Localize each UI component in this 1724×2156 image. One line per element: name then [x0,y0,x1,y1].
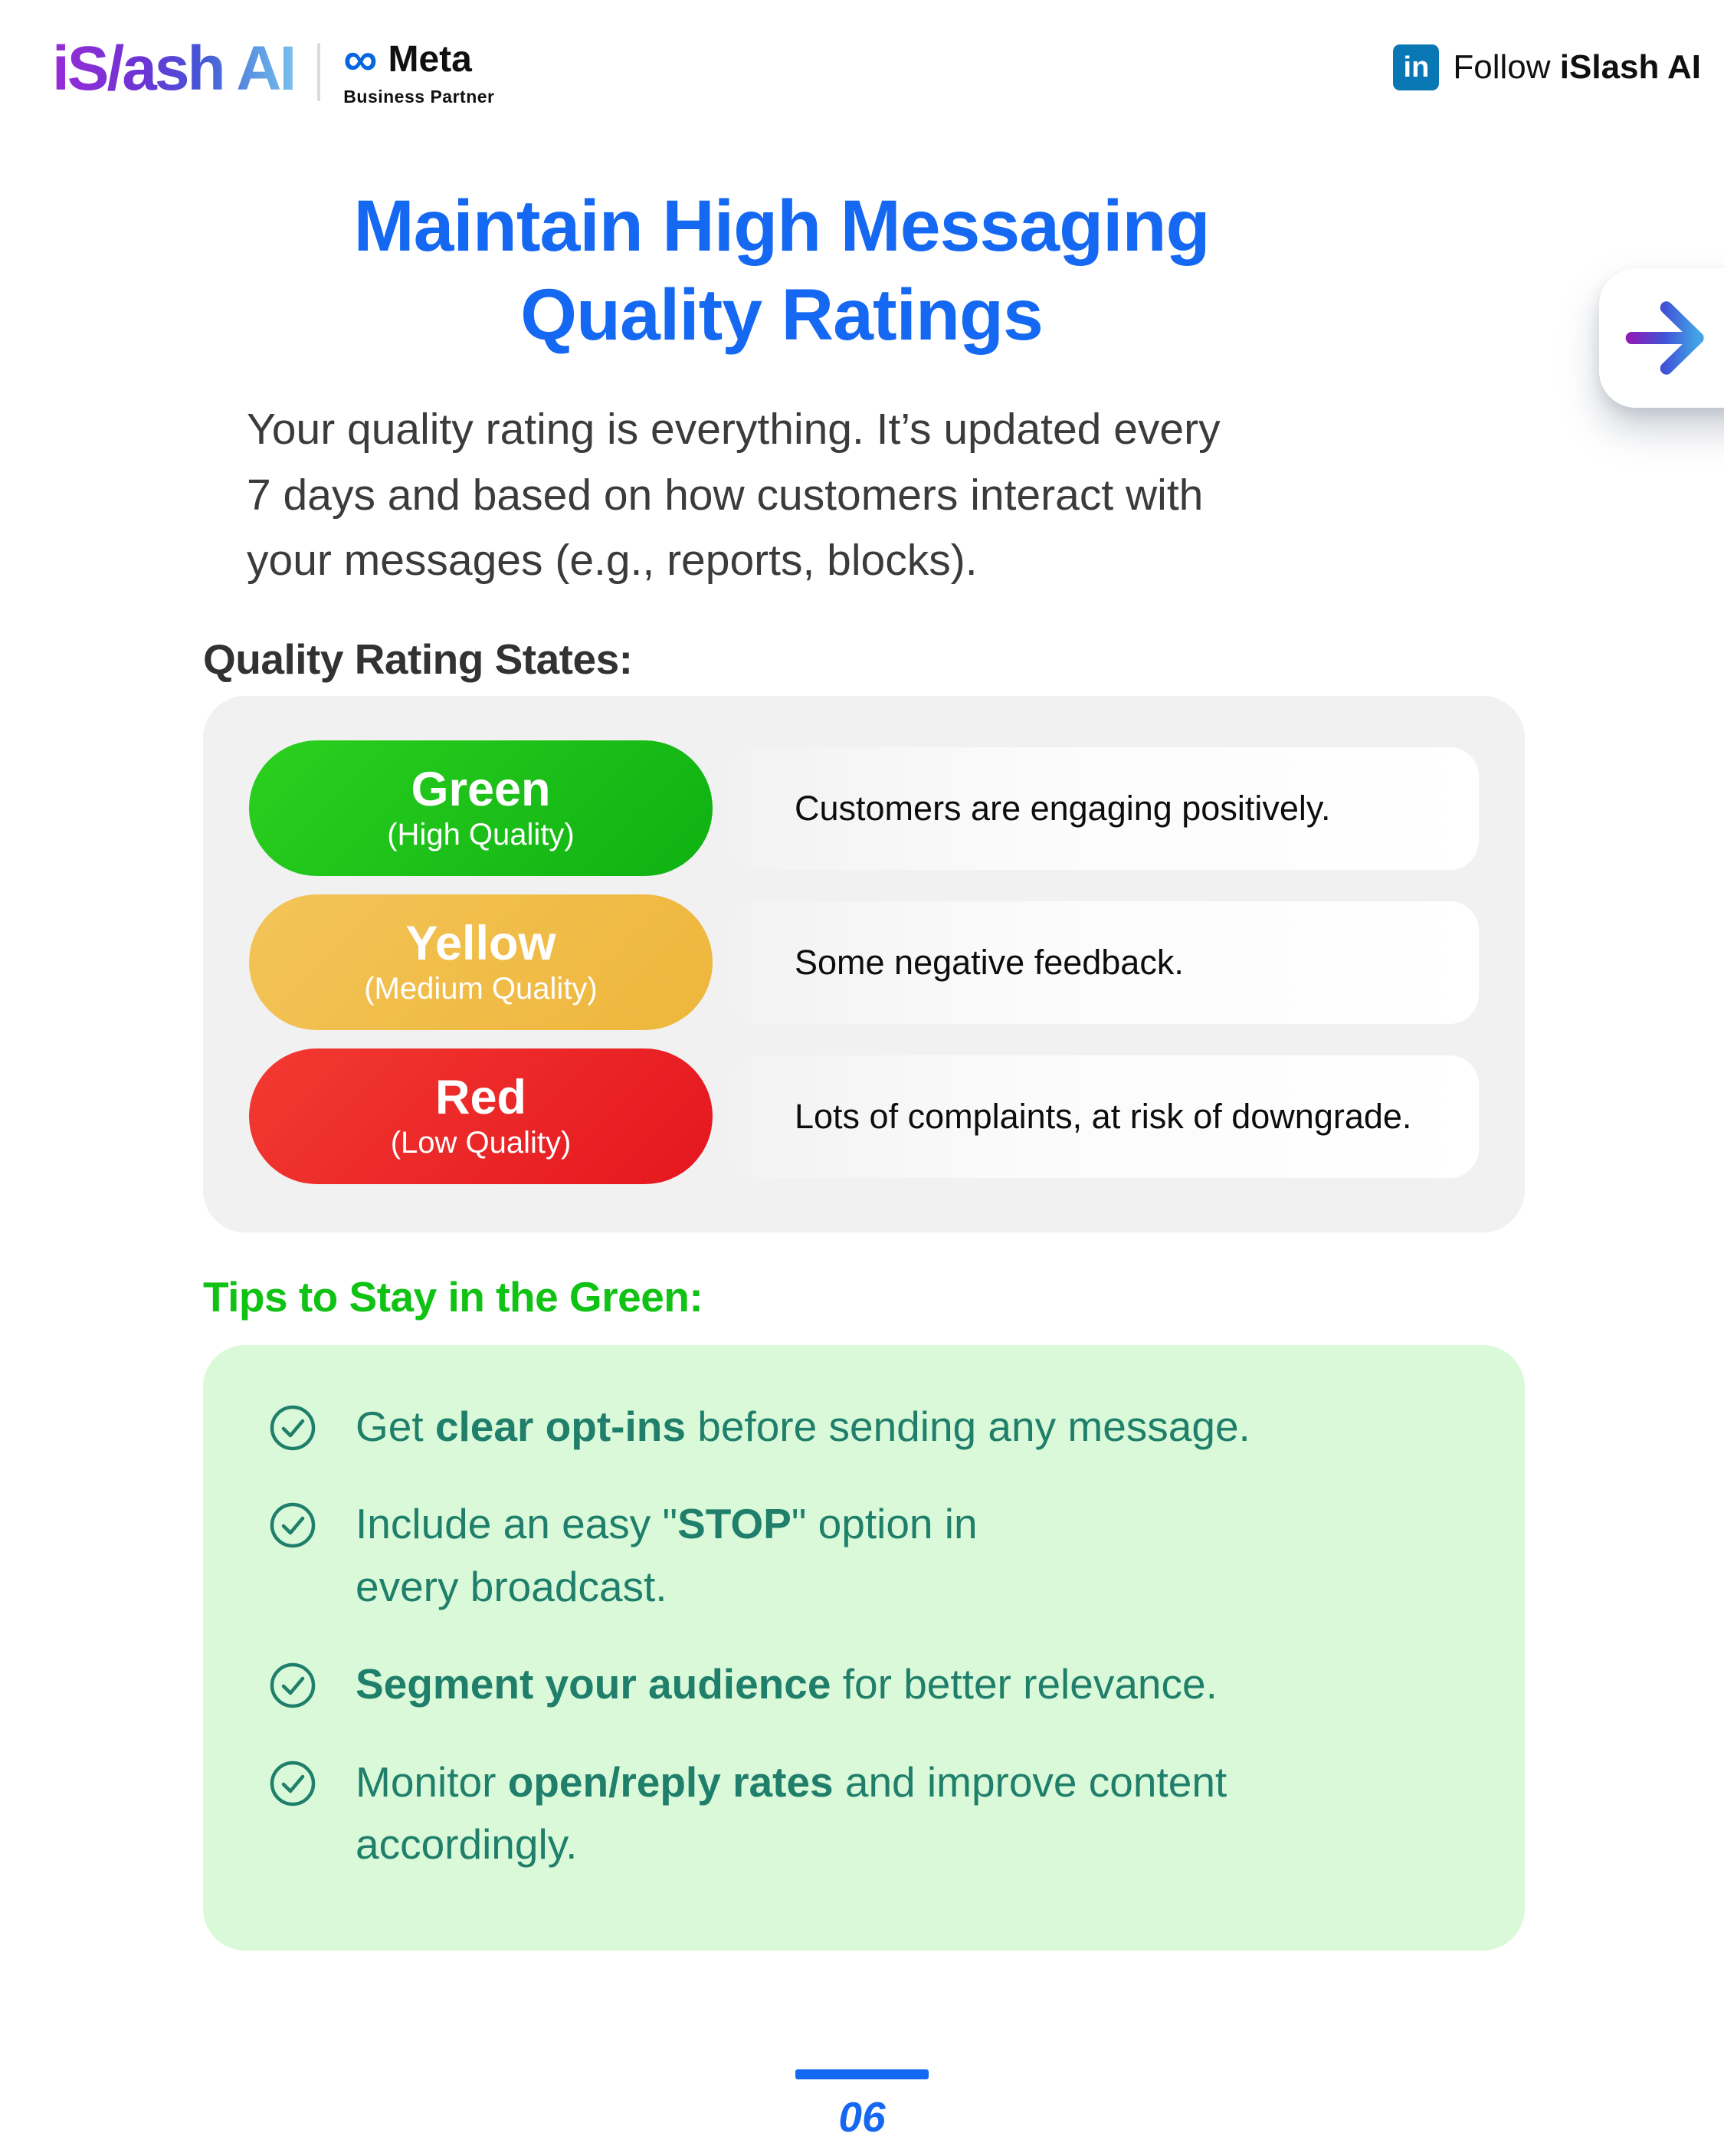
islash-ai-logo: iS/ash AI [52,37,297,107]
check-circle-icon [270,1405,316,1451]
tips-section-heading: Tips to Stay in the Green: [203,1273,703,1321]
intro-paragraph: Your quality rating is everything. It’s … [247,405,1221,585]
check-circle-icon [270,1662,316,1708]
tip-text-post: before sending any message. [685,1403,1250,1450]
tip-item: Include an easy "STOP" option in every b… [268,1493,1479,1618]
pill-label: Green [411,762,551,816]
check-circle-icon [270,1503,316,1548]
tip-text: Monitor open/reply rates and improve con… [356,1751,1227,1876]
state-row-red: Red (Low Quality) Lots of complaints, at… [249,1048,1479,1184]
red-quality-pill: Red (Low Quality) [249,1048,713,1184]
state-description: Some negative feedback. [729,901,1479,1024]
page-title: Maintain High Messaging Quality Ratings [0,182,1563,360]
page-title-line2: Quality Ratings [520,274,1044,356]
follow-name: iSlash AI [1559,48,1701,86]
tip-text: Include an easy "STOP" option in every b… [356,1493,978,1618]
meta-business-partner-label: Business Partner [343,86,495,107]
state-description: Lots of complaints, at risk of downgrade… [729,1055,1479,1178]
tips-panel: Get clear opt-ins before sending any mes… [203,1345,1525,1951]
next-arrow-icon [1625,301,1704,375]
meta-logo-row: ∞ Meta [343,33,494,86]
header: iS/ash AI ∞ Meta Business Partner in Fol… [52,33,1701,107]
state-row-green: Green (High Quality) Customers are engag… [249,740,1479,876]
tip-text-pre: Monitor [356,1757,508,1806]
next-page-button[interactable] [1599,268,1724,408]
tip-text-post: " option in every broadcast. [356,1500,978,1610]
tip-text-bold: Segment your audience [356,1660,831,1708]
footer-divider-line [795,2069,929,2079]
pill-label: Red [434,1070,527,1124]
logo-divider [317,42,321,101]
brand-logo-group: iS/ash AI ∞ Meta Business Partner [52,33,495,107]
check-circle-icon [270,1761,316,1806]
state-row-yellow: Yellow (Medium Quality) Some negative fe… [249,894,1479,1030]
tip-text-pre: Get [356,1403,435,1450]
linkedin-follow-text: Follow iSlash AI [1453,48,1701,87]
states-section-heading: Quality Rating States: [203,635,633,683]
tip-text-pre: Include an easy " [356,1500,678,1548]
tip-text-post: and improve content accordingly. [356,1757,1227,1868]
follow-prefix: Follow [1453,48,1560,86]
pill-sublabel: (Medium Quality) [364,972,598,1006]
tip-item: Segment your audience for better relevan… [268,1653,1479,1715]
page-number: 06 [838,2093,886,2141]
meta-infinity-icon: ∞ [343,33,378,86]
linkedin-follow-cta[interactable]: in Follow iSlash AI [1393,44,1701,90]
tip-text-bold: open/reply rates [507,1757,834,1806]
tip-text-bold: STOP [677,1500,792,1548]
tip-item: Monitor open/reply rates and improve con… [268,1751,1479,1876]
meta-wordmark: Meta [388,39,472,80]
yellow-quality-pill: Yellow (Medium Quality) [249,894,713,1030]
pill-sublabel: (Low Quality) [390,1126,572,1160]
state-description: Customers are engaging positively. [729,747,1479,870]
tip-text: Get clear opt-ins before sending any mes… [356,1396,1250,1458]
tip-item: Get clear opt-ins before sending any mes… [268,1396,1479,1458]
tip-text-post: for better relevance. [831,1660,1218,1708]
pill-label: Yellow [405,916,556,970]
linkedin-icon[interactable]: in [1393,44,1440,90]
page-title-line1: Maintain High Messaging [353,185,1210,267]
tip-text-bold: clear opt-ins [434,1403,686,1450]
pill-sublabel: (High Quality) [387,818,575,852]
green-quality-pill: Green (High Quality) [249,740,713,876]
tip-text: Segment your audience for better relevan… [356,1653,1218,1715]
states-panel: Green (High Quality) Customers are engag… [203,696,1525,1232]
meta-partner-badge: ∞ Meta Business Partner [343,33,495,107]
